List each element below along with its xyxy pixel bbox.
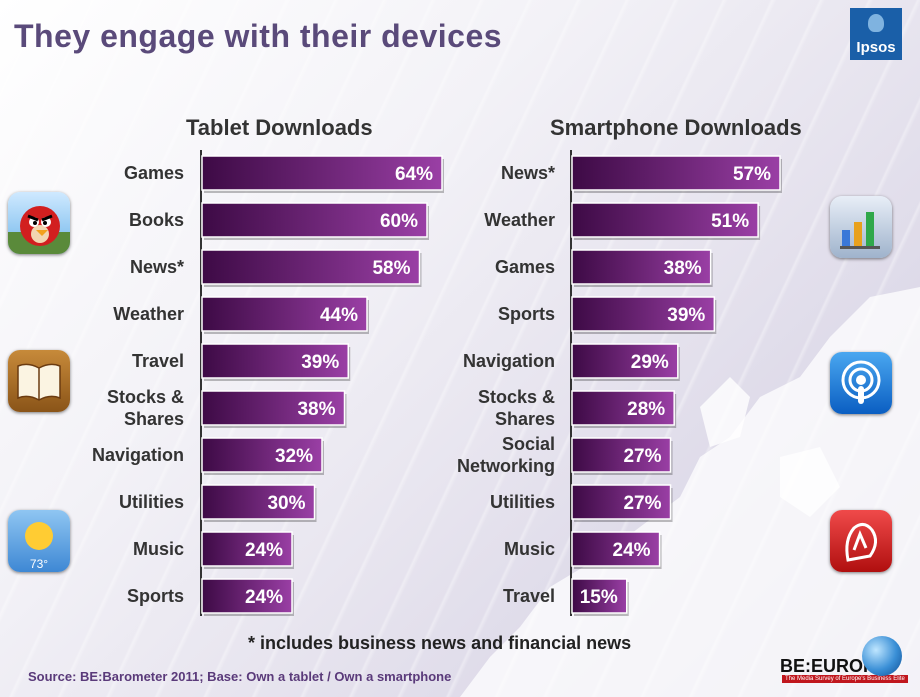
tablet-category-label: Games: [124, 163, 184, 183]
smartphone-bar: [571, 296, 716, 332]
smartphone-bar-value-label: 28%: [627, 399, 665, 420]
tablet-bar: [201, 484, 316, 520]
tablet-bar: [201, 343, 349, 379]
tablet-chart-title: Tablet Downloads: [186, 115, 373, 140]
tablet-bar: [201, 531, 293, 567]
smartphone-bar-value-label: 51%: [711, 211, 749, 232]
smartphone-category-label: Navigation: [463, 351, 555, 371]
smartphone-bar-value-label: 27%: [623, 446, 661, 467]
smartphone-category-label: Utilities: [490, 492, 555, 512]
tablet-bar-value-label: 32%: [275, 446, 313, 467]
smartphone-category-label: Games: [495, 257, 555, 277]
smartphone-bar: [571, 202, 759, 238]
smartphone-chart-title: Smartphone Downloads: [550, 115, 802, 140]
smartphone-bar: [571, 437, 672, 473]
tablet-bar: [201, 390, 346, 426]
footnote: * includes business news and financial n…: [248, 633, 632, 653]
smartphone-category-label: Music: [504, 539, 555, 559]
tablet-bar-value-label: 30%: [267, 493, 305, 514]
page-title: They engage with their devices: [14, 18, 503, 54]
smartphone-bar-value-label: 29%: [631, 352, 669, 373]
ipsos-logo-mark: [868, 14, 884, 32]
smartphone-bar-value-label: 27%: [623, 493, 661, 514]
smartphone-bar: [571, 484, 672, 520]
tablet-category-label: Stocks & Shares: [107, 387, 184, 429]
tablet-bar-value-label: 39%: [301, 352, 339, 373]
smartphone-bar: [571, 531, 661, 567]
podcasts-app-icon: [830, 352, 892, 414]
source-note: Source: BE:Barometer 2011; Base: Own a t…: [28, 669, 452, 684]
smartphone-category-label: Weather: [484, 210, 555, 230]
weather-app-icon: 73°: [8, 510, 70, 572]
tablet-category-label: Books: [129, 210, 184, 230]
ipsos-logo: Ipsos: [850, 8, 902, 60]
ipsos-logo-text: Ipsos: [856, 39, 896, 56]
tablet-bar: [201, 155, 443, 191]
tablet-bar: [201, 296, 368, 332]
smartphone-category-label: News*: [501, 163, 555, 183]
globe-icon: [862, 636, 902, 676]
tablet-bar: [201, 249, 421, 285]
smartphone-bar: [571, 249, 712, 285]
smartphone-bar-value-label: 15%: [580, 587, 618, 608]
smartphone-category-label: Social Networking: [457, 434, 555, 476]
be-europe-tagline: The Media Survey of Europe's Business El…: [782, 675, 908, 683]
tablet-bar: [201, 437, 323, 473]
tablet-category-label: Utilities: [119, 492, 184, 512]
tablet-category-label: Travel: [132, 351, 184, 371]
ibooks-app-icon: [8, 350, 70, 412]
tablet-bar-value-label: 58%: [372, 258, 410, 279]
smartphone-bar-value-label: 38%: [664, 258, 702, 279]
smartphone-bar-value-label: 24%: [613, 540, 651, 561]
smartphone-category-label: Stocks & Shares: [478, 387, 555, 429]
tablet-bar-value-label: 64%: [395, 164, 433, 185]
tablet-bar-value-label: 24%: [245, 540, 283, 561]
tablet-bar: [201, 578, 293, 614]
tablet-category-label: News*: [130, 257, 184, 277]
tablet-bar-value-label: 44%: [320, 305, 358, 326]
smartphone-category-label: Sports: [498, 304, 555, 324]
tablet-bar-value-label: 24%: [245, 587, 283, 608]
tablet-category-label: Music: [133, 539, 184, 559]
smartphone-category-label: Travel: [503, 586, 555, 606]
be-europe-logo-text: BE:EUROPE: [780, 656, 888, 676]
weather-temp-label: 73°: [30, 557, 48, 571]
tablet-bar-value-label: 60%: [380, 211, 418, 232]
tablet-category-label: Weather: [113, 304, 184, 324]
tablet-bar-value-label: 38%: [297, 399, 335, 420]
smartphone-bar: [571, 578, 628, 614]
smartphone-bar: [571, 155, 781, 191]
numbers-app-icon: [830, 196, 892, 258]
tablet-category-label: Sports: [127, 586, 184, 606]
tablet-category-label: Navigation: [92, 445, 184, 465]
tablet-bar: [201, 202, 428, 238]
smartphone-bar-value-label: 39%: [667, 305, 705, 326]
smartphone-bar: [571, 390, 675, 426]
navigation-app-icon: [830, 510, 892, 572]
smartphone-bar-value-label: 57%: [733, 164, 771, 185]
smartphone-bar: [571, 343, 679, 379]
angry-birds-app-icon: [8, 192, 70, 254]
